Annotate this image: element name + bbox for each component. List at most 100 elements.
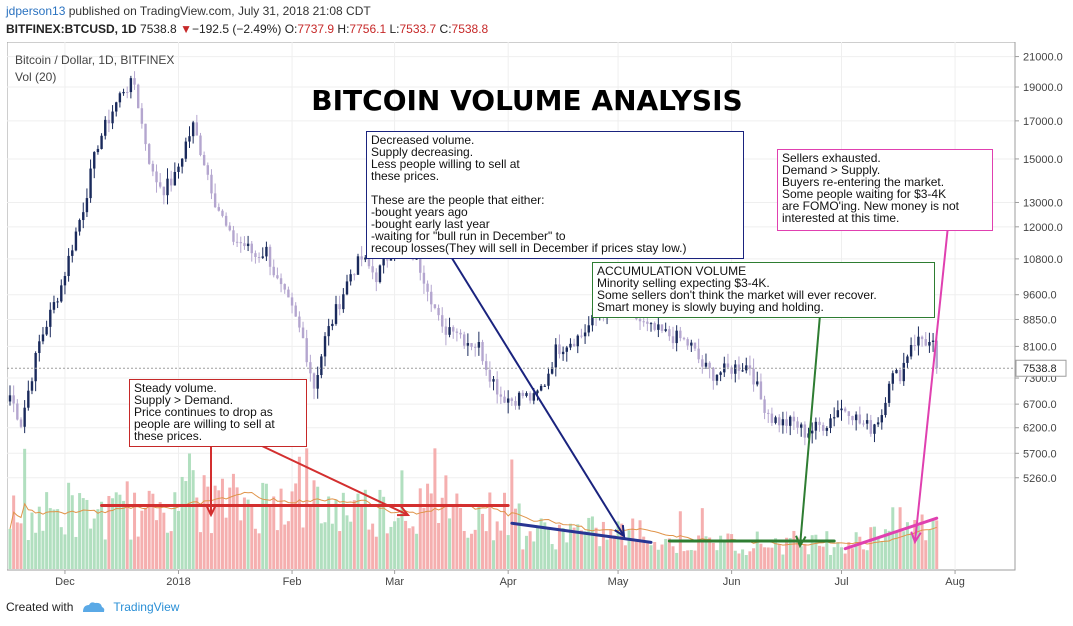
volume-bar <box>462 530 466 569</box>
candle-body <box>719 372 722 375</box>
volume-bar <box>187 453 191 569</box>
candle-body <box>279 278 283 285</box>
volume-bar <box>554 549 558 569</box>
author-link[interactable]: jdperson13 <box>6 4 66 18</box>
volume-bar <box>404 520 408 569</box>
candle-body <box>213 193 217 208</box>
candle-body <box>712 367 715 381</box>
volume-bar <box>539 518 543 569</box>
volume-bar <box>898 507 902 569</box>
candle-body <box>525 393 528 396</box>
close-value: 7538.8 <box>451 22 489 36</box>
candle-body <box>283 284 286 290</box>
volume-bar <box>557 524 561 569</box>
candle-body <box>74 231 78 251</box>
volume-bar <box>411 526 415 569</box>
volume-bar <box>737 553 741 569</box>
volume-bar <box>374 536 378 569</box>
candle-body <box>389 257 393 261</box>
volume-bar <box>283 524 287 569</box>
volume-bar <box>836 542 840 569</box>
candle-body <box>587 325 590 333</box>
volume-bar <box>158 502 162 569</box>
volume-bar <box>275 530 279 569</box>
candle-body <box>169 178 173 186</box>
candle-body <box>730 367 733 374</box>
candle-body <box>155 171 158 183</box>
volume-bar <box>206 486 210 569</box>
footer: Created with TradingView <box>6 600 179 614</box>
volume-bar <box>671 546 675 569</box>
volume-bar <box>587 517 591 569</box>
candle-body <box>426 283 429 292</box>
candle-body <box>12 395 15 404</box>
candle-body <box>693 342 697 349</box>
candle-body <box>195 122 199 136</box>
volume-bar <box>235 487 239 569</box>
candle-body <box>880 415 883 423</box>
candle-body <box>917 336 920 346</box>
price-tick-label: 10800.0 <box>1023 254 1063 266</box>
candle-body <box>763 399 766 413</box>
volume-bar <box>572 527 576 569</box>
price-axis[interactable]: 21000.0 19000.0 17000.0 15000.0 13000.0 12000… <box>1014 42 1067 570</box>
candle-body <box>232 230 235 242</box>
red-arrow-diagonal <box>261 445 409 516</box>
candle-body <box>137 84 140 109</box>
volume-bar <box>19 523 23 569</box>
volume-bar <box>327 496 331 569</box>
candle-body <box>140 108 144 124</box>
candle-body <box>539 385 543 391</box>
candle-body <box>572 343 576 347</box>
candle-body <box>528 393 532 401</box>
volume-bar <box>378 489 382 569</box>
tradingview-link[interactable]: TradingView <box>113 600 180 614</box>
volume-bar <box>818 545 822 569</box>
candle-body <box>935 340 938 369</box>
volume-bar <box>242 497 246 569</box>
volume-bar <box>122 500 126 569</box>
candle-body <box>832 417 836 419</box>
volume-bar <box>495 521 499 569</box>
volume-bar <box>616 521 620 569</box>
volume-bar <box>323 522 327 569</box>
price-tick-label: 17000.0 <box>1023 116 1063 128</box>
volume-bar <box>184 481 188 569</box>
volume-bar <box>528 531 532 569</box>
volume-bar <box>484 531 488 569</box>
volume-bar <box>356 493 360 569</box>
time-axis[interactable]: Dec 2018 Feb Mar Apr May Jun Jul Aug <box>55 570 965 588</box>
volume-bar <box>722 542 726 569</box>
volume-bar <box>393 521 397 569</box>
candle-body <box>536 390 539 394</box>
candle-body <box>239 242 242 244</box>
volume-bar <box>733 550 737 569</box>
candle-body <box>701 359 704 367</box>
volume-bar <box>129 539 133 569</box>
volume-bar <box>605 539 609 569</box>
volume-bar <box>294 483 298 569</box>
candle-body <box>327 326 330 337</box>
candle-body <box>690 342 693 346</box>
volume-bar <box>341 492 345 569</box>
candle-body <box>697 348 700 360</box>
candle-body <box>246 243 250 247</box>
candle-body <box>378 265 382 283</box>
candle-body <box>104 119 107 136</box>
candle-body <box>682 338 686 340</box>
candle-body <box>49 309 52 327</box>
candle-body <box>800 424 803 428</box>
candle-body <box>67 255 70 276</box>
volume-bar <box>209 533 213 569</box>
volume-bar <box>517 503 521 569</box>
candle-body <box>199 135 202 155</box>
candle-body <box>646 321 649 324</box>
volume-bar <box>345 515 349 569</box>
candle-body <box>294 305 297 317</box>
candle-body <box>463 334 466 346</box>
volume-bar <box>162 512 166 569</box>
volume-ma-line <box>9 491 937 546</box>
volume-bar <box>176 510 180 569</box>
candle-body <box>382 257 385 266</box>
candle-body <box>745 365 748 371</box>
